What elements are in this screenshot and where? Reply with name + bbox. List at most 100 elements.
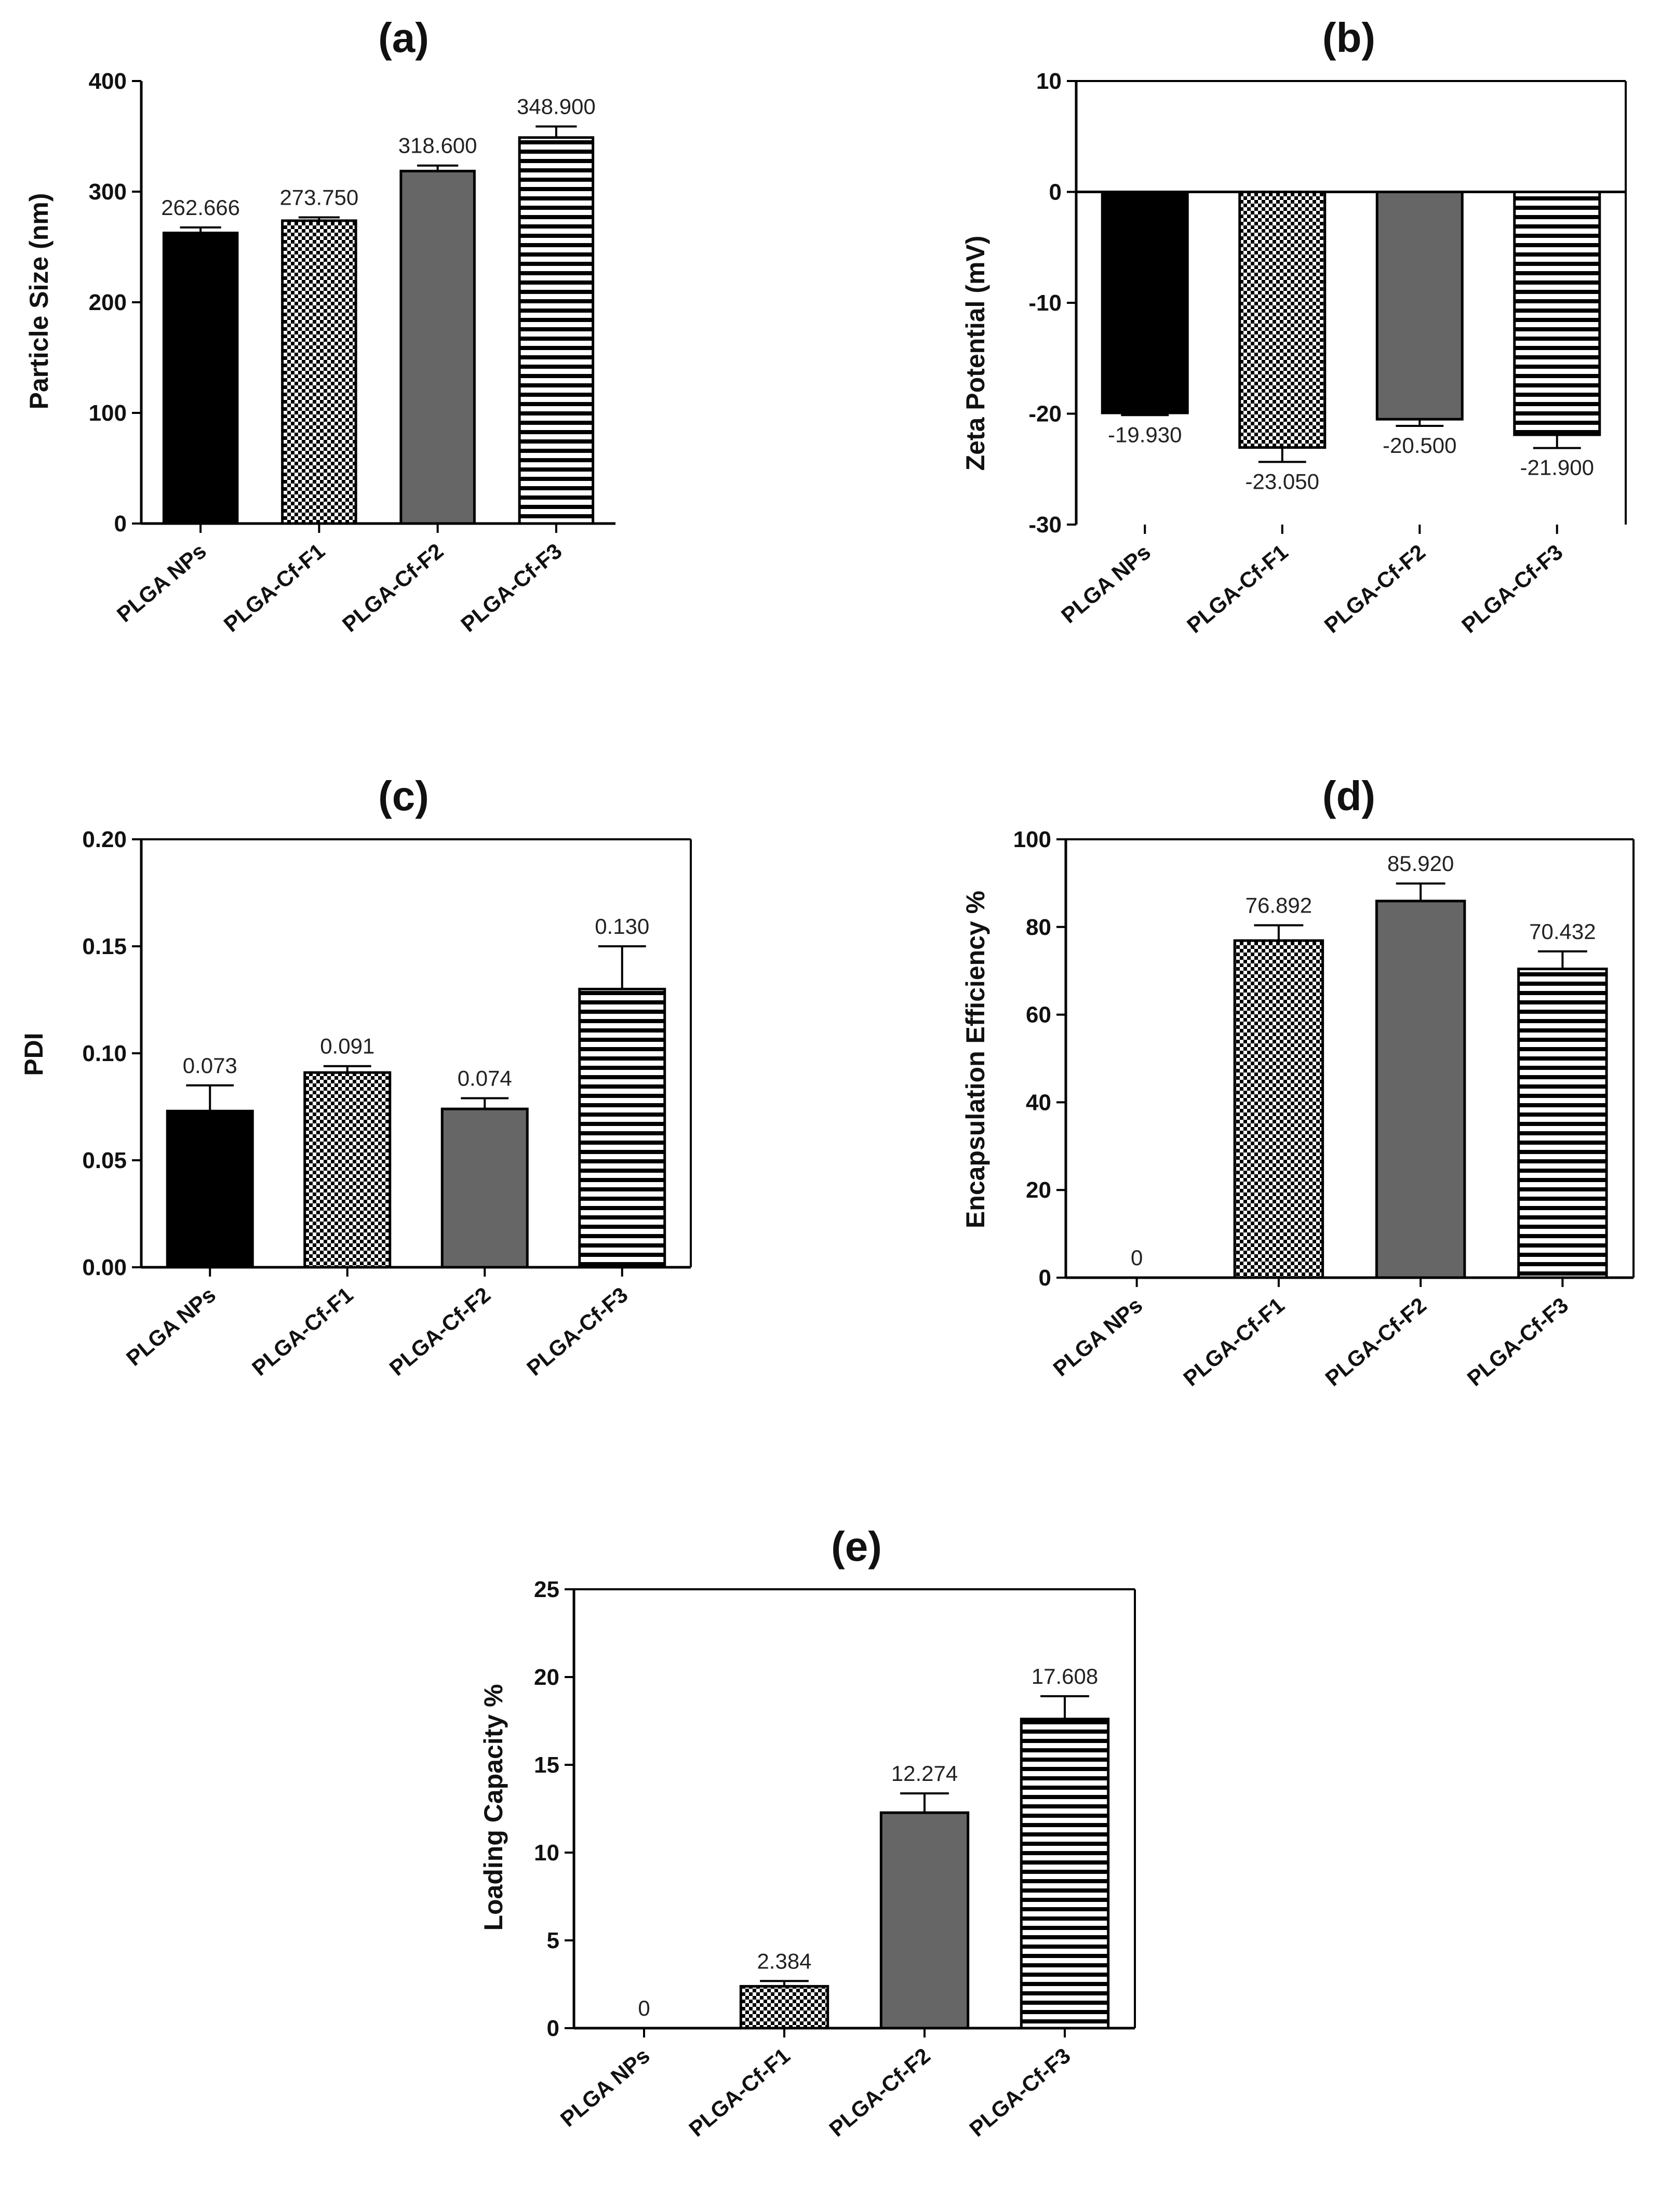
panel-e-bar	[1020, 1718, 1110, 2030]
panel-c-ytick-label: 0.20	[82, 827, 127, 852]
panel-b: (b) Zeta Potential (mV) -19.930 -23.050 -2…	[961, 15, 1627, 638]
panel-e-data-label: 0	[638, 1996, 650, 2020]
panel-d-xtick-label: PLGA-Cf-F2	[1320, 1293, 1431, 1391]
panel-d-bar	[1233, 939, 1324, 1279]
panel-a-bar	[281, 219, 357, 525]
panel-a-title: (a)	[378, 15, 429, 61]
panel-b-bar	[1375, 191, 1464, 421]
panel-d: (d) Encapsulation Efficiency % 0 76.892 85…	[961, 773, 1635, 1391]
panel-a: (a) Particle Size (nm) 262.666 273.750 318…	[24, 15, 615, 637]
panel-c-data-label: 0.073	[183, 1053, 237, 1078]
panel-c-title: (c)	[378, 773, 429, 819]
panel-a-xtick-label: PLGA-Cf-F1	[219, 539, 330, 637]
panel-c-data-label: 0.130	[595, 914, 649, 939]
panel-a-data-label: 318.600	[398, 133, 477, 158]
panel-c-data-label: 0.091	[320, 1034, 374, 1058]
panel-b-ytick-label: -20	[1028, 401, 1062, 427]
panel-a-ytick-label: 300	[89, 179, 127, 205]
panel-e-xtick-label: PLGA NPs	[556, 2043, 654, 2131]
panel-b-data-label: -23.050	[1246, 469, 1319, 493]
panel-e-title: (e)	[831, 1523, 882, 1570]
panel-a-data-label: 262.666	[161, 195, 240, 220]
panel-b-ytick-label: -10	[1028, 290, 1062, 316]
panel-a-bar	[518, 136, 595, 525]
panel-a-ylabel: Particle Size (nm)	[24, 193, 53, 410]
panel-a-ytick-label: 200	[89, 290, 127, 315]
panel-d-ytick-label: 60	[1026, 1002, 1051, 1028]
panel-b-ylabel: Zeta Potential (mV)	[961, 236, 990, 471]
panel-d-data-label: 76.892	[1246, 893, 1312, 917]
panel-e-ylabel: Loading Capacity %	[479, 1684, 508, 1931]
panel-b-data-label: -19.930	[1108, 422, 1182, 447]
panel-e: (e) Loading Capacity % 0 2.384 12.274 17.60…	[479, 1523, 1136, 2141]
panel-c-error-bar	[598, 945, 646, 989]
panel-e-ytick-label: 5	[547, 1928, 559, 1953]
panel-e-xtick-label: PLGA-Cf-F1	[684, 2043, 795, 2141]
panel-b-ytick-label: -30	[1028, 512, 1062, 538]
panel-b-error-bar	[1533, 435, 1581, 449]
panel-c-ylabel: PDI	[19, 1033, 48, 1076]
panel-b-xtick-label: PLGA-Cf-F2	[1320, 540, 1430, 638]
panel-e-xtick-label: PLGA-Cf-F2	[824, 2043, 935, 2141]
panel-c-error-bar	[186, 1084, 234, 1111]
panel-c-ytick-label: 0.15	[82, 934, 127, 959]
panel-b-data-label: -20.500	[1383, 433, 1456, 458]
panel-d-data-label: 70.432	[1529, 919, 1596, 944]
panel-a-bar	[162, 232, 239, 525]
panel-c-ytick-label: 0.10	[82, 1041, 127, 1066]
panel-a-error-bar	[180, 226, 221, 233]
panel-a-ytick-label: 400	[89, 69, 127, 94]
panel-e-error-bar	[900, 1792, 949, 1813]
panel-c-ytick-label: 0.05	[82, 1148, 127, 1173]
panel-a-error-bar	[298, 216, 340, 221]
panel-e-ytick-label: 0	[547, 2016, 559, 2041]
panel-a-error-bar	[417, 164, 459, 171]
panel-b-xtick-label: PLGA NPs	[1056, 540, 1155, 628]
panel-c-xtick-label: PLGA-Cf-F3	[522, 1282, 633, 1380]
panel-e-error-bar	[1040, 1695, 1089, 1719]
panel-d-ytick-label: 40	[1026, 1090, 1051, 1115]
panel-b-xtick-label: PLGA-Cf-F3	[1457, 540, 1568, 638]
panel-c-bar	[303, 1071, 392, 1269]
panel-e-data-label: 12.274	[891, 1761, 958, 1786]
panel-d-ytick-label: 0	[1039, 1265, 1051, 1291]
panel-c-error-bar	[323, 1065, 371, 1073]
panel-a-ytick-label: 100	[89, 400, 127, 426]
panel-a-error-bar	[536, 125, 577, 138]
panel-c-xtick-label: PLGA-Cf-F2	[385, 1282, 496, 1380]
panel-e-ytick-label: 20	[534, 1665, 559, 1690]
panel-d-data-label: 85.920	[1387, 851, 1454, 876]
panel-d-error-bar	[1254, 924, 1304, 941]
panel-e-plot: 0 2.384 12.274 17.608 0 5 10 15 20 25 PLGA NPs PLGA…	[534, 1577, 1136, 2141]
panel-e-ytick-label: 15	[534, 1752, 559, 1778]
panel-d-ytick-label: 80	[1026, 915, 1051, 940]
panel-d-data-label: 0	[1131, 1245, 1143, 1270]
panel-e-ytick-label: 25	[534, 1577, 559, 1602]
panel-c-xtick-label: PLGA-Cf-F1	[247, 1282, 358, 1380]
panel-b-title: (b)	[1322, 15, 1375, 61]
panel-b-bar	[1101, 191, 1189, 414]
panel-c-ytick-label: 0.00	[82, 1255, 127, 1280]
panel-b-ytick-label: 0	[1049, 180, 1062, 205]
panel-e-bar	[739, 1985, 829, 2030]
panel-a-xtick-label: PLGA-Cf-F3	[456, 539, 567, 637]
panel-c-bar	[578, 987, 666, 1269]
panel-d-xtick-label: PLGA-Cf-F3	[1463, 1293, 1573, 1391]
panel-b-bar	[1238, 191, 1327, 449]
panel-a-data-label: 348.900	[517, 95, 596, 119]
panel-e-error-bar	[760, 1980, 809, 1987]
panel-c-xtick-label: PLGA NPs	[122, 1282, 220, 1371]
panel-a-bar	[399, 169, 476, 525]
panel-d-error-bar	[1396, 882, 1445, 901]
panel-d-xtick-label: PLGA-Cf-F1	[1179, 1293, 1289, 1391]
panel-b-ytick-label: 10	[1036, 69, 1062, 94]
panel-b-error-bar	[1121, 413, 1169, 417]
panel-a-xtick-label: PLGA NPs	[112, 539, 211, 627]
panel-b-data-label: -21.900	[1520, 455, 1594, 480]
panel-e-data-label: 17.608	[1032, 1664, 1098, 1688]
panel-b-error-bar	[1258, 447, 1306, 463]
panel-d-plot: 0 76.892 85.920 70.432 0 20 40 60 80 100 PLGA NPs P…	[1013, 827, 1635, 1391]
panel-d-ylabel: Encapsulation Efficiency %	[961, 891, 990, 1228]
panel-d-bar	[1517, 968, 1608, 1279]
